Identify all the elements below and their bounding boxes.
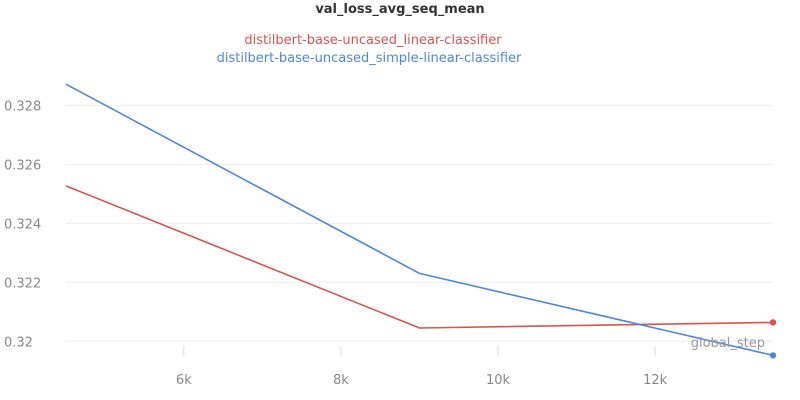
y-tick-label: 0.322 bbox=[4, 276, 41, 291]
x-tick-label: 6k bbox=[176, 373, 192, 388]
series-line-1[interactable] bbox=[65, 83, 774, 357]
x-tick-label: 10k bbox=[486, 373, 511, 388]
y-tick-label: 0.328 bbox=[4, 99, 41, 114]
x-axis-ticks: 6k 8k 10k 12k bbox=[176, 346, 668, 388]
grid bbox=[66, 104, 773, 342]
y-tick-label: 0.326 bbox=[4, 158, 41, 173]
series-lines bbox=[65, 83, 777, 359]
y-tick-label: 0.324 bbox=[4, 217, 41, 232]
legend-entry-linear-classifier[interactable]: distilbert-base-uncased_linear-classifie… bbox=[244, 33, 502, 48]
chart-title: val_loss_avg_seq_mean bbox=[315, 2, 484, 17]
y-axis-ticks: 0.32 0.322 0.324 0.326 0.328 bbox=[4, 99, 41, 350]
legend-entry-simple-linear-classifier[interactable]: distilbert-base-uncased_simple-linear-cl… bbox=[217, 51, 522, 66]
series-end-point-1[interactable] bbox=[769, 352, 777, 359]
x-tick-label: 12k bbox=[643, 373, 668, 388]
legend: distilbert-base-uncased_linear-classifie… bbox=[217, 33, 522, 66]
series-line-0[interactable] bbox=[65, 185, 774, 329]
y-tick-label: 0.32 bbox=[4, 335, 33, 350]
x-tick-label: 8k bbox=[333, 373, 349, 388]
x-axis-label: global_step bbox=[691, 336, 765, 351]
series-end-point-0[interactable] bbox=[769, 319, 777, 326]
